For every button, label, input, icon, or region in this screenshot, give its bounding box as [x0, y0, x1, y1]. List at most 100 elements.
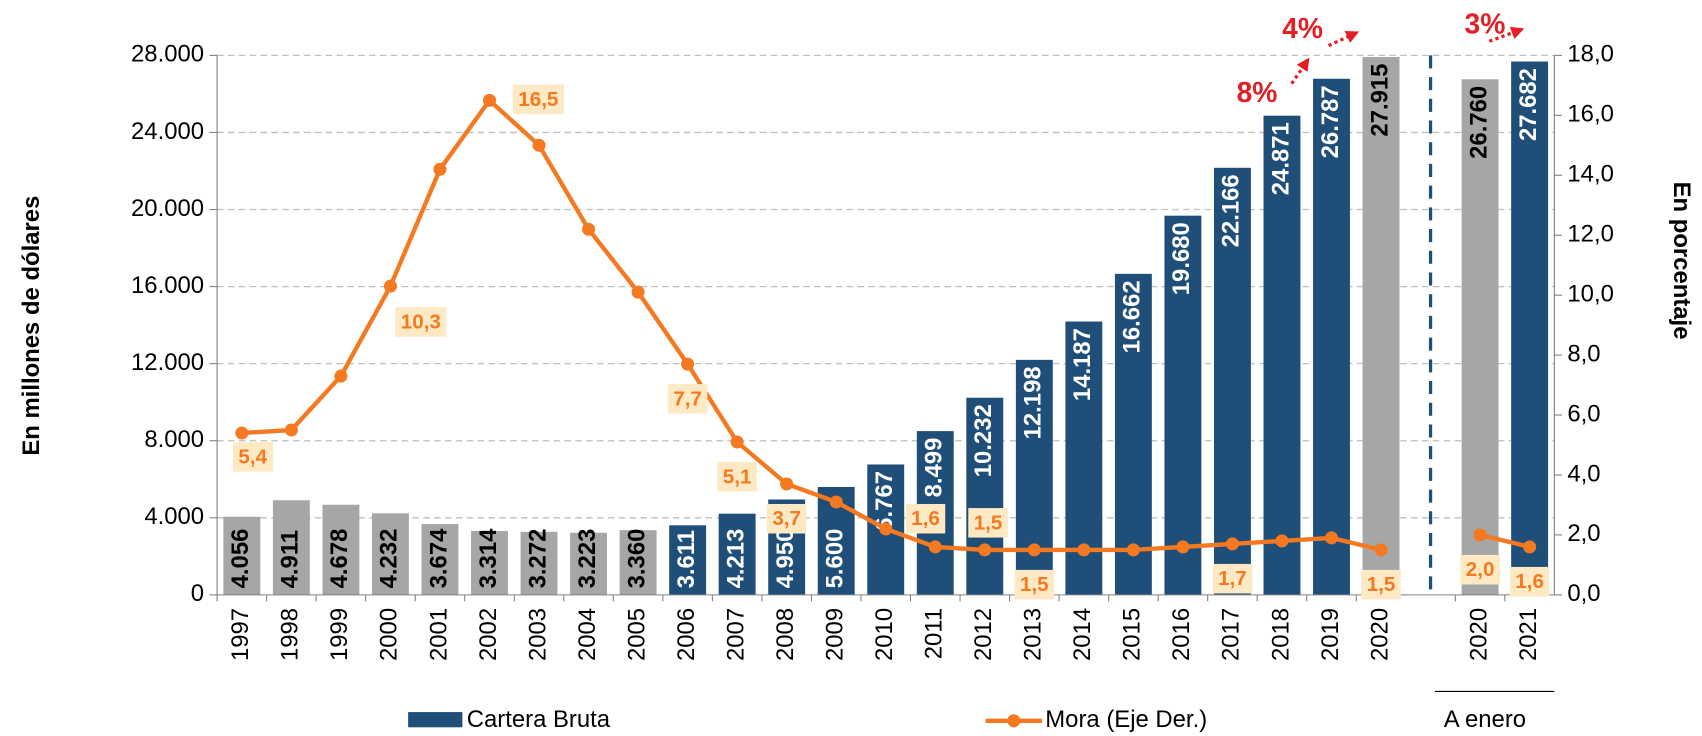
line-label: 1,6 — [1510, 567, 1550, 597]
background — [0, 0, 1702, 736]
legend-swatch — [408, 712, 462, 727]
line-marker — [1375, 543, 1388, 556]
x-tick-label: 2020 — [1465, 608, 1492, 661]
line-marker — [235, 427, 248, 440]
bar-label: 26.760 — [1465, 86, 1492, 159]
bar-label: 14.187 — [1069, 328, 1096, 401]
line-marker — [1226, 537, 1239, 550]
x-tick-label: 2000 — [376, 608, 403, 661]
bar-label: 19.680 — [1168, 222, 1195, 295]
line-marker — [533, 139, 546, 152]
x-tick-label: 1998 — [277, 608, 304, 661]
line-marker — [632, 286, 645, 299]
line-marker — [1028, 543, 1041, 556]
line-label-text: 1,7 — [1218, 567, 1247, 590]
x-tick-label: 2013 — [1020, 608, 1047, 661]
y2-tick-label: 2,0 — [1567, 520, 1600, 547]
line-label-text: 5,4 — [238, 445, 267, 468]
group-label: A enero — [1444, 706, 1526, 733]
x-tick-label: 2018 — [1267, 608, 1294, 661]
bar-label: 5.600 — [822, 529, 849, 589]
line-label: 1,5 — [968, 508, 1008, 538]
bar-label: 24.871 — [1267, 122, 1294, 195]
bar-label: 8.499 — [921, 438, 948, 498]
line-marker — [731, 435, 744, 448]
line-marker — [1077, 543, 1090, 556]
annotation: 4% — [1282, 12, 1323, 44]
line-label-text: 1,6 — [1515, 570, 1544, 593]
line-label: 16,5 — [513, 85, 564, 115]
bar-label: 3.314 — [475, 528, 502, 588]
line-label: 2,0 — [1460, 555, 1500, 585]
bar-label: 4.232 — [376, 529, 403, 589]
line-marker — [384, 280, 397, 293]
x-tick-label: 2020 — [1366, 608, 1393, 661]
y2-tick-label: 10,0 — [1567, 280, 1613, 307]
x-tick-label: 2007 — [722, 608, 749, 661]
x-tick-label: 1999 — [326, 608, 353, 661]
page: En millones de dólares En porcentaje 04.… — [0, 0, 1702, 736]
line-label: 5,1 — [717, 462, 757, 492]
line-label-text: 16,5 — [518, 88, 558, 111]
line-marker — [483, 94, 496, 107]
x-tick-label: 2014 — [1069, 608, 1096, 661]
line-label: 7,7 — [668, 384, 708, 414]
y-tick-label: 20.000 — [131, 195, 204, 222]
line-marker — [879, 522, 892, 535]
chart: En millones de dólares En porcentaje 04.… — [0, 0, 1702, 736]
bar-label: 4.950 — [772, 529, 799, 589]
y2-tick-label: 8,0 — [1567, 340, 1600, 367]
y-axis-title: En millones de dólares — [18, 196, 45, 456]
line-marker — [1275, 534, 1288, 547]
bar-label: 27.915 — [1366, 64, 1393, 137]
line-marker — [780, 477, 793, 490]
bar-label: 4.911 — [277, 530, 304, 588]
line-label-text: 1,6 — [911, 507, 940, 530]
line-label-text: 10,3 — [401, 311, 441, 334]
line-label-text: 2,0 — [1466, 558, 1495, 581]
line-marker — [334, 370, 347, 383]
x-tick-label: 2004 — [574, 608, 601, 661]
line-marker — [1325, 531, 1338, 544]
line-label: 5,4 — [233, 442, 273, 472]
line-marker — [1127, 543, 1140, 556]
legend-label: Cartera Bruta — [467, 706, 611, 733]
bar-label: 16.662 — [1119, 280, 1146, 353]
bar-label: 3.272 — [524, 529, 551, 589]
x-tick-label: 2006 — [673, 608, 700, 661]
x-tick-label: 2001 — [425, 608, 452, 661]
bar-label: 3.611 — [673, 530, 700, 588]
x-tick-label: 2019 — [1317, 608, 1344, 661]
bar-label: 12.198 — [1020, 366, 1047, 439]
y-tick-label: 4.000 — [144, 503, 204, 530]
y-tick-label: 12.000 — [131, 349, 204, 376]
x-tick-label: 2005 — [623, 608, 650, 661]
bar-label: 22.166 — [1218, 174, 1245, 247]
line-label-text: 7,7 — [673, 387, 702, 410]
bar — [1511, 62, 1548, 595]
bar-label: 26.787 — [1317, 85, 1344, 158]
line-label-text: 5,1 — [723, 465, 752, 488]
y-tick-label: 16.000 — [131, 272, 204, 299]
y2-tick-label: 4,0 — [1567, 460, 1600, 487]
line-marker — [929, 540, 942, 553]
annotation: 3% — [1465, 8, 1506, 40]
line-label-text: 1,5 — [1367, 573, 1396, 596]
x-tick-label: 2011 — [921, 608, 948, 659]
bar-label: 4.056 — [227, 529, 254, 589]
y2-tick-label: 16,0 — [1567, 101, 1613, 128]
x-tick-label: 2003 — [524, 608, 551, 661]
annotation: 8% — [1237, 76, 1278, 108]
x-tick-label: 2015 — [1119, 608, 1146, 661]
x-tick-label: 2008 — [772, 608, 799, 661]
line-marker — [681, 358, 694, 371]
line-marker — [1176, 540, 1189, 553]
line-marker — [1474, 528, 1487, 541]
y-tick-label: 8.000 — [144, 426, 204, 453]
x-tick-label: 1997 — [227, 608, 254, 661]
line-label-text: 1,5 — [1020, 573, 1049, 596]
bar — [1363, 57, 1400, 595]
x-tick-label: 2010 — [871, 608, 898, 661]
line-label: 1,6 — [906, 504, 946, 534]
bar-label: 4.213 — [722, 529, 749, 589]
